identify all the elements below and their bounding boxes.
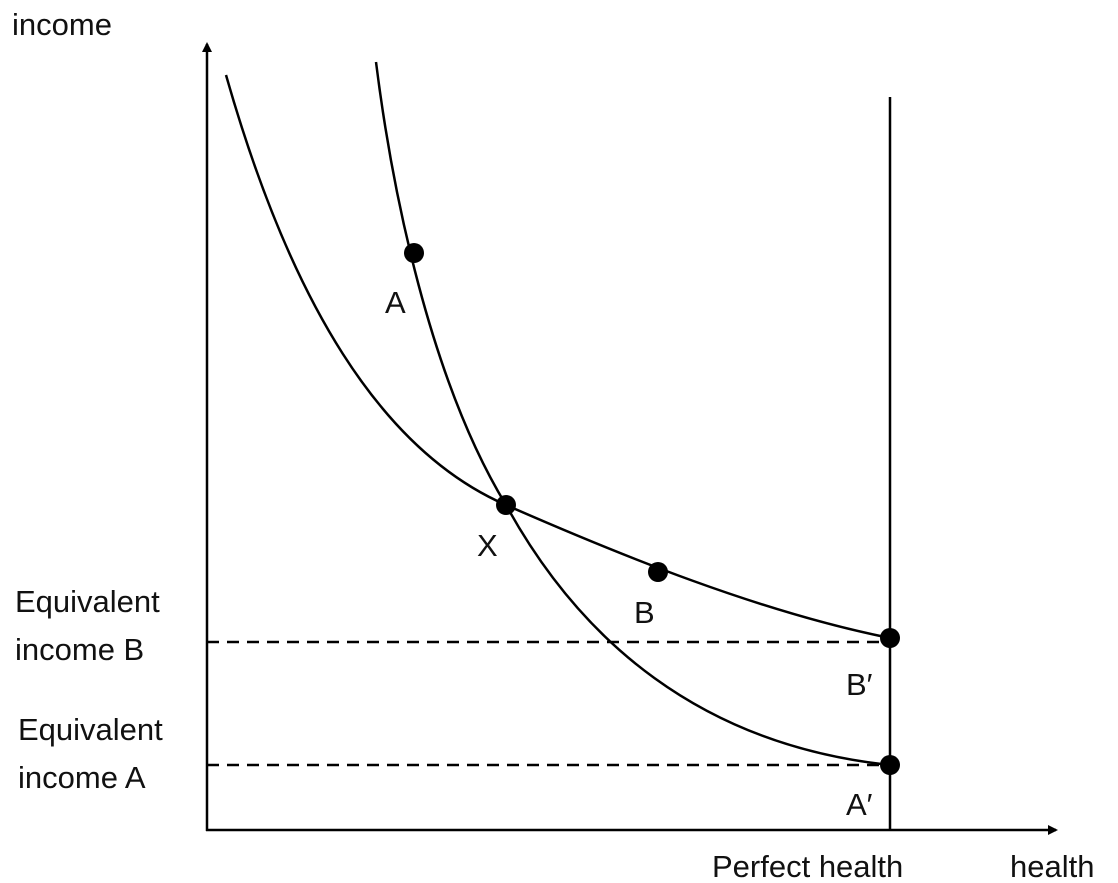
point-x (496, 495, 516, 515)
x-axis-label: health (1010, 849, 1094, 883)
indifference-curve-a (374, 61, 891, 767)
point-a-prime (880, 755, 900, 775)
point-label: B′ (846, 667, 873, 702)
point-b-prime (880, 628, 900, 648)
point-label: A (385, 285, 406, 320)
perfect-health-label: Perfect health (712, 849, 903, 883)
point-b (648, 562, 668, 582)
equivalent-income-label: Equivalent (18, 712, 163, 747)
equivalent-income-label: Equivalent (15, 584, 160, 619)
equivalent-income-label: income B (15, 632, 144, 667)
point-label: B (634, 595, 655, 630)
point-label: A′ (846, 787, 873, 822)
indifference-curve-b (224, 74, 891, 640)
equivalent-income-label: income A (18, 760, 146, 795)
point-label: X (477, 528, 498, 563)
point-a (404, 243, 424, 263)
y-axis-label: income (12, 7, 112, 42)
